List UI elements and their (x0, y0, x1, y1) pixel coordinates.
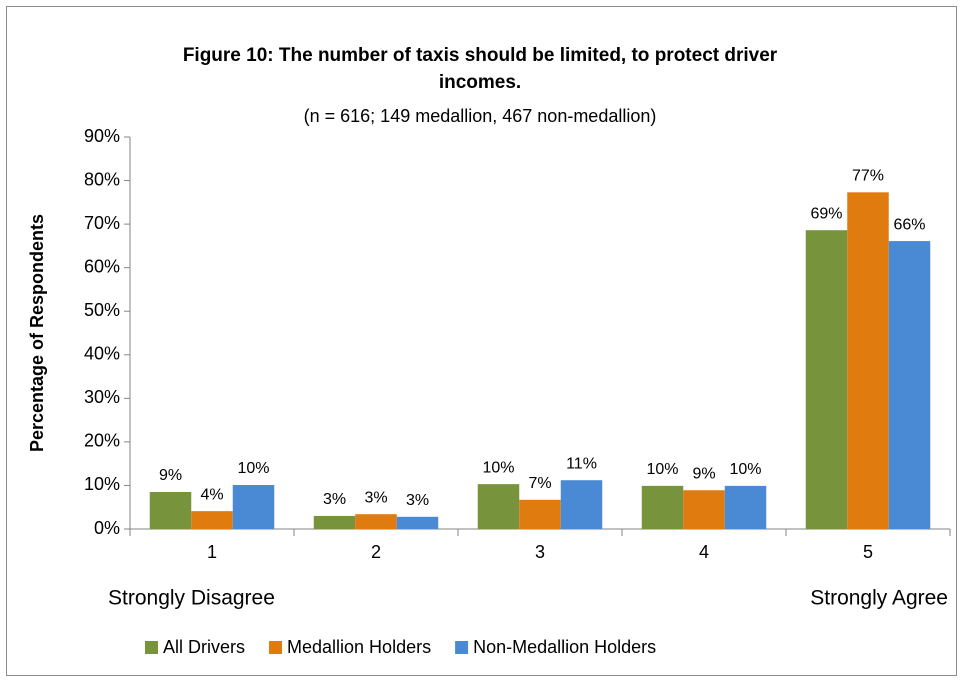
value-label: 3% (323, 491, 346, 508)
value-label: 3% (406, 492, 429, 509)
value-label: 4% (200, 486, 223, 503)
y-tick-label: 50% (84, 300, 120, 320)
bar (683, 490, 725, 529)
chart-subtitle: (n = 616; 149 medallion, 467 non-medalli… (303, 106, 657, 126)
bar (191, 511, 233, 529)
bar (149, 491, 192, 529)
x-tick-label: 4 (699, 542, 709, 562)
value-label: 10% (646, 461, 678, 478)
value-label: 9% (692, 465, 715, 482)
bar (477, 484, 520, 529)
value-label: 66% (893, 216, 925, 233)
legend-label: All Drivers (163, 637, 245, 657)
x-tick-label: 5 (863, 542, 873, 562)
y-tick-label: 60% (84, 256, 120, 276)
bar (313, 515, 356, 529)
y-tick-label: 80% (84, 169, 120, 189)
legend-label: Medallion Holders (287, 637, 431, 657)
scale-label-low: Strongly Disagree (108, 587, 275, 610)
value-label: 10% (482, 459, 514, 476)
bar (724, 485, 767, 529)
value-label: 10% (237, 460, 269, 477)
bar (641, 485, 684, 529)
value-label: 9% (159, 467, 182, 484)
bar (888, 241, 931, 529)
y-tick-label: 10% (84, 474, 120, 494)
x-tick-label: 2 (371, 542, 381, 562)
value-label: 3% (364, 489, 387, 506)
value-label: 77% (852, 168, 884, 185)
value-label: 7% (528, 475, 551, 492)
legend-swatch (455, 641, 469, 654)
y-tick-label: 30% (84, 387, 120, 407)
y-tick-label: 40% (84, 344, 120, 364)
bar (232, 485, 275, 529)
bar (805, 230, 848, 529)
value-label: 69% (810, 205, 842, 222)
y-tick-label: 90% (84, 126, 120, 146)
value-label: 10% (729, 461, 761, 478)
bar (355, 514, 397, 529)
bar (519, 499, 561, 529)
y-tick-label: 70% (84, 213, 120, 233)
y-axis-label: Percentage of Respondents (27, 214, 47, 452)
value-label: 11% (566, 455, 597, 472)
chart-border (6, 6, 957, 676)
legend-label: Non-Medallion Holders (473, 637, 656, 657)
legend-swatch (269, 641, 283, 654)
x-tick-label: 1 (207, 542, 217, 562)
scale-label-high: Strongly Agree (810, 587, 948, 610)
y-tick-label: 20% (84, 431, 120, 451)
bar (396, 516, 439, 529)
x-tick-label: 3 (535, 542, 545, 562)
chart-title: Figure 10: The number of taxis should be… (182, 45, 778, 93)
y-tick-label: 0% (94, 518, 120, 538)
legend-swatch (145, 641, 158, 654)
bar (847, 192, 889, 529)
bar (560, 480, 603, 529)
